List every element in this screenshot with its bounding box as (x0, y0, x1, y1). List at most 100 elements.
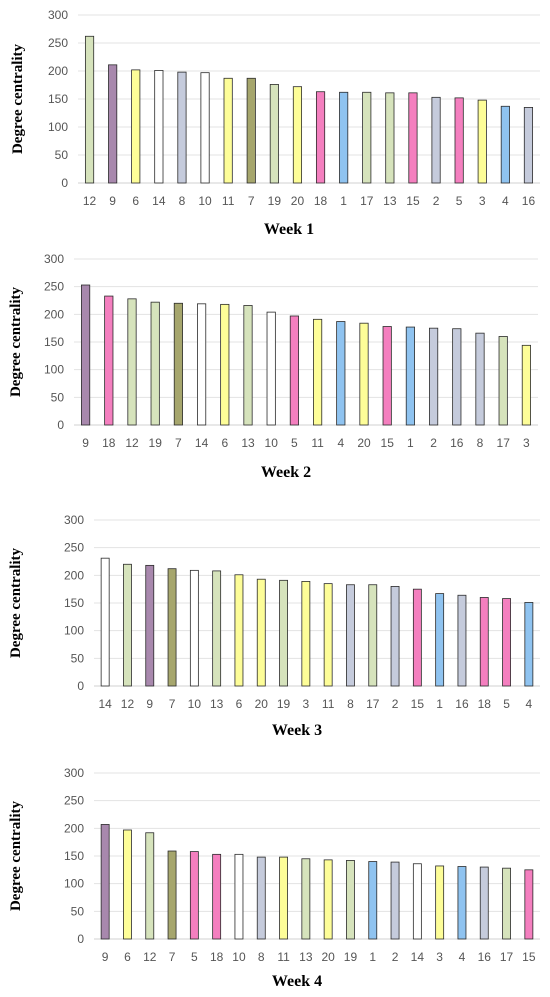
bar (279, 856, 288, 940)
x-tick-label: 16 (450, 436, 464, 450)
x-tick-label: 16 (455, 697, 469, 711)
x-tick-label: 7 (175, 436, 182, 450)
y-tick-label: 300 (48, 8, 68, 22)
x-tick-label: 12 (125, 436, 139, 450)
x-tick-label: 10 (232, 950, 246, 964)
bar (177, 71, 187, 184)
chart-title: Week 4 (272, 973, 322, 990)
y-axis-label: Degree centrality (8, 547, 24, 658)
bar (127, 298, 137, 426)
bar (167, 850, 177, 940)
bar (123, 563, 132, 687)
bar (390, 586, 400, 687)
bar (524, 869, 534, 940)
bar (197, 303, 207, 426)
x-tick-label: 11 (277, 950, 290, 964)
x-tick-label: 3 (523, 436, 530, 450)
x-tick-label: 6 (132, 194, 139, 208)
bar (523, 107, 534, 184)
y-tick-label: 50 (55, 148, 69, 162)
bar (301, 858, 311, 940)
x-tick-label: 17 (500, 950, 514, 964)
x-tick-label: 14 (152, 194, 166, 208)
bar (154, 70, 164, 184)
x-tick-label: 20 (321, 950, 335, 964)
x-tick-label: 4 (337, 436, 344, 450)
x-tick-label: 15 (411, 697, 425, 711)
bar (479, 597, 489, 687)
bar (189, 851, 199, 940)
x-tick-label: 4 (502, 194, 509, 208)
y-tick-label: 0 (77, 679, 84, 693)
x-tick-label: 8 (477, 436, 484, 450)
bar (521, 344, 531, 426)
x-tick-label: 17 (366, 697, 380, 711)
x-tick-label: 13 (383, 194, 397, 208)
x-tick-label: 13 (241, 436, 255, 450)
bar (256, 578, 266, 687)
x-tick-label: 7 (169, 697, 176, 711)
bar (498, 336, 508, 426)
bar (173, 302, 183, 426)
y-tick-label: 200 (44, 307, 64, 321)
y-tick-label: 300 (64, 766, 84, 780)
y-tick-label: 150 (44, 335, 64, 349)
y-tick-label: 150 (64, 596, 84, 610)
x-tick-label: 19 (268, 194, 282, 208)
bar (81, 284, 91, 426)
y-axis-label: Degree centrality (10, 43, 26, 154)
bar (452, 328, 462, 426)
bar (454, 97, 464, 184)
bar (405, 326, 415, 426)
x-tick-label: 2 (433, 194, 440, 208)
bar (385, 92, 395, 184)
bar (457, 594, 467, 687)
x-tick-label: 2 (430, 436, 437, 450)
x-tick-label: 8 (179, 194, 186, 208)
x-tick-label: 13 (210, 697, 224, 711)
y-axis-label: Degree centrality (8, 286, 24, 397)
x-tick-label: 16 (478, 950, 492, 964)
x-tick-label: 10 (188, 697, 202, 711)
bar (167, 568, 177, 687)
x-tick-label: 1 (369, 950, 376, 964)
y-tick-label: 200 (64, 821, 84, 835)
bar (339, 91, 349, 184)
bar (131, 69, 141, 184)
x-tick-label: 10 (265, 436, 279, 450)
x-tick-label: 15 (381, 436, 395, 450)
x-tick-label: 15 (406, 194, 420, 208)
bar (256, 856, 266, 940)
bar (412, 588, 422, 687)
bar (279, 579, 288, 687)
bar (477, 99, 487, 184)
bar (524, 602, 534, 687)
bar (475, 332, 485, 426)
x-tick-label: 7 (248, 194, 255, 208)
bar (336, 321, 346, 426)
bar (346, 860, 355, 940)
y-tick-label: 0 (57, 418, 64, 432)
bar (368, 861, 378, 940)
bar (104, 295, 114, 426)
x-tick-label: 16 (522, 194, 536, 208)
bar (243, 305, 253, 426)
bar (189, 569, 199, 687)
x-tick-label: 6 (221, 436, 228, 450)
y-tick-label: 200 (64, 568, 84, 582)
y-tick-label: 300 (44, 252, 64, 266)
x-tick-label: 15 (522, 950, 536, 964)
x-tick-label: 20 (291, 194, 305, 208)
x-tick-label: 9 (146, 697, 153, 711)
bar (431, 96, 441, 184)
x-tick-label: 2 (392, 697, 399, 711)
bar (500, 105, 510, 184)
y-tick-label: 150 (64, 849, 84, 863)
chart-title: Week 1 (264, 221, 314, 238)
x-tick-label: 5 (191, 950, 198, 964)
bar (212, 853, 222, 940)
bar (292, 86, 303, 184)
x-tick-label: 19 (149, 436, 163, 450)
x-tick-label: 5 (503, 697, 510, 711)
